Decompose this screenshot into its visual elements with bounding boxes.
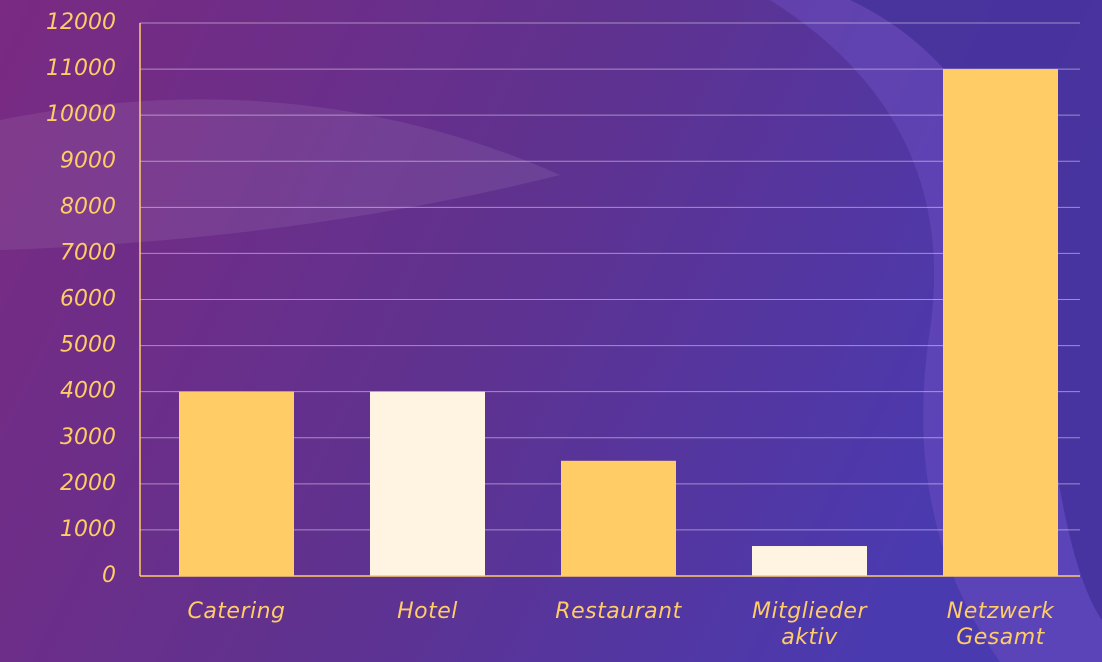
- y-tick-label: 11000: [46, 56, 116, 81]
- x-tick-label: Mitglieder aktiv: [752, 599, 867, 650]
- y-tick-label: 8000: [60, 194, 116, 219]
- x-tick-label: Hotel: [397, 599, 458, 624]
- bar: [943, 69, 1058, 576]
- y-tick-label: 3000: [60, 425, 116, 450]
- x-tick-label: Netzwerk Gesamt: [946, 599, 1055, 650]
- y-tick-label: 1000: [60, 517, 116, 542]
- bar: [561, 460, 676, 576]
- x-tick-label: Restaurant: [555, 599, 682, 624]
- y-tick-label: 5000: [60, 333, 116, 358]
- bar: [752, 546, 867, 576]
- y-tick-label: 9000: [60, 148, 116, 173]
- y-tick-label: 10000: [46, 102, 116, 127]
- plot: 0 1000 2000 3000 4000 5000 6000 7000 8000 9000 100…: [46, 10, 1080, 588]
- y-tick-label: 0: [102, 563, 116, 588]
- y-tick-label: 7000: [60, 240, 116, 265]
- bar: [370, 391, 485, 576]
- y-tick-label: 4000: [60, 379, 116, 404]
- y-tick-label: 2000: [60, 471, 116, 496]
- y-tick-label: 6000: [60, 287, 116, 312]
- y-tick-label: 12000: [46, 10, 116, 35]
- bar: [179, 391, 294, 576]
- x-tick-label: Catering: [187, 599, 286, 624]
